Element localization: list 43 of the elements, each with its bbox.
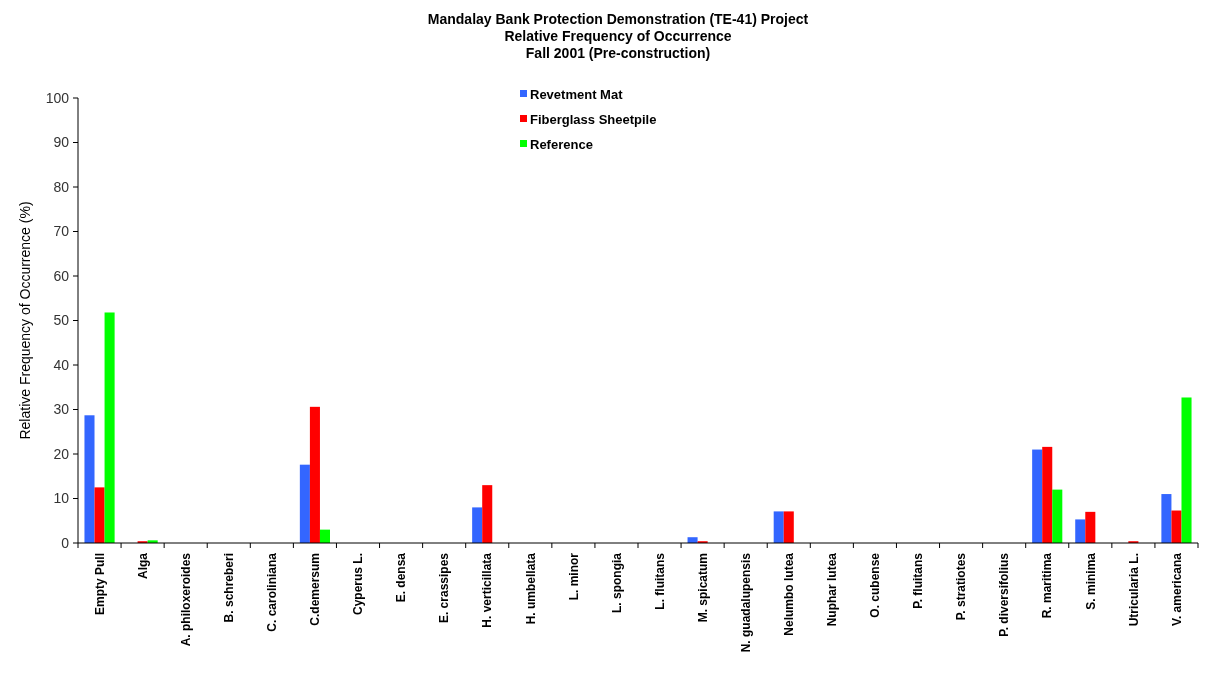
x-tick-label: C.demersum <box>308 553 323 626</box>
x-tick-label: H. verticillata <box>480 552 495 628</box>
chart-subtitle: Relative Frequency of Occurrence Fall 2001 (Pre-construction) <box>504 28 732 61</box>
x-tick-label: Nelumbo lutea <box>781 552 796 636</box>
x-tick-label: L. spongia <box>609 552 624 613</box>
x-tick-label: E. densa <box>394 552 409 603</box>
x-tick-label: Cyperus L. <box>351 553 366 616</box>
legend-label: Reference <box>530 136 593 152</box>
y-tick-label: 100 <box>45 89 70 106</box>
y-tick-label: 40 <box>53 356 70 373</box>
y-tick-label: 60 <box>53 267 70 284</box>
x-tick-label: S. minima <box>1083 552 1098 610</box>
x-tick-label: L. minor <box>566 552 581 601</box>
x-tick-label: P. diversifolius <box>997 552 1012 637</box>
y-tick-label: 90 <box>53 134 70 151</box>
y-tick-label: 10 <box>53 490 70 507</box>
x-tick-label: N. guadalupensis <box>738 552 753 653</box>
x-tick-label: Utricularia L. <box>1126 553 1141 627</box>
legend-label: Fiberglass Sheetpile <box>530 111 657 127</box>
x-tick-label: C. caroliniana <box>265 552 280 632</box>
y-tick-label: 30 <box>53 401 70 418</box>
x-tick-label: P. stratiotes <box>954 552 969 621</box>
x-tick-label: Empty Pull <box>92 553 107 616</box>
x-tick-label: A. philoxeroides <box>178 552 193 647</box>
y-axis-title: Relative Frequency of Occurrence (%) <box>17 201 33 440</box>
x-tick-label: H. umbellata <box>523 552 538 625</box>
y-tick-label: 80 <box>53 178 70 195</box>
x-tick-label: B. schreberi <box>221 553 236 623</box>
x-tick-label: E. crassipes <box>437 552 452 624</box>
x-tick-label: V. americana <box>1169 552 1184 626</box>
y-tick-label: 0 <box>61 534 70 551</box>
x-tick-label: Nuphar lutea <box>825 552 840 627</box>
x-tick-label: Alga <box>135 552 150 580</box>
legend-label: Revetment Mat <box>530 86 624 102</box>
x-tick-label: R. maritima <box>1040 552 1055 619</box>
x-tick-label: M. spicatum <box>695 553 710 623</box>
x-tick-label: P. fluitans <box>911 552 926 609</box>
chart-title: Mandalay Bank Protection Demonstration (TE-41) Project <box>427 11 809 27</box>
x-tick-label: O. cubense <box>868 552 883 618</box>
y-tick-label: 20 <box>53 445 70 462</box>
x-tick-label: L. fluitans <box>652 552 667 610</box>
y-tick-label: 50 <box>53 312 70 329</box>
y-tick-label: 70 <box>53 223 70 240</box>
